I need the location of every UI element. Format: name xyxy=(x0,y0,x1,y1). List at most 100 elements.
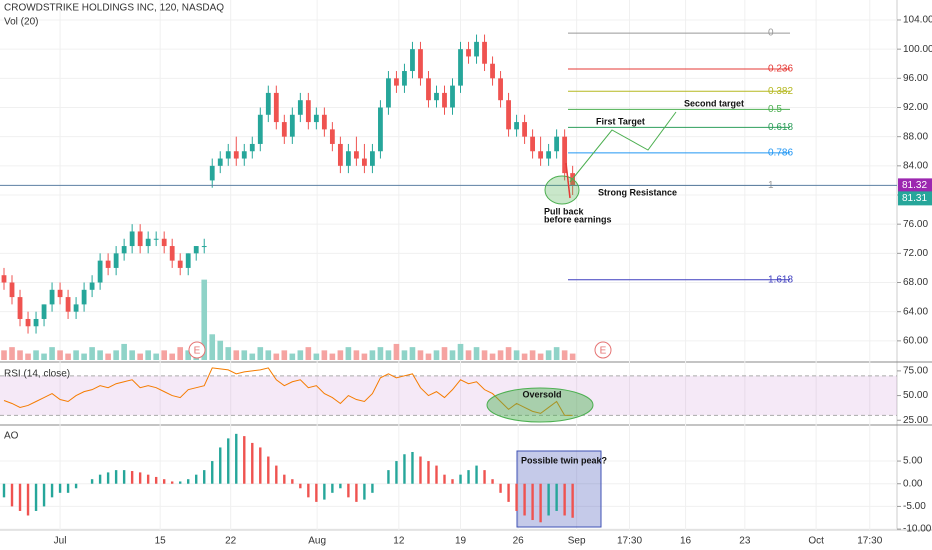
annotation: before earnings xyxy=(544,214,612,224)
volume-bar xyxy=(537,353,544,360)
candle-body xyxy=(418,49,423,79)
volume-bar xyxy=(281,350,288,360)
x-tick-label: Jul xyxy=(54,536,67,547)
candle-body xyxy=(233,151,239,159)
ao-bar xyxy=(114,470,118,484)
candle-body xyxy=(241,151,247,159)
y-tick-label: 60.00 xyxy=(903,335,928,346)
y-tick-label: -10.00 xyxy=(903,524,932,535)
candle-body xyxy=(426,78,431,101)
candle-body xyxy=(153,238,159,240)
x-tick-label: Aug xyxy=(308,536,326,547)
volume-bar xyxy=(161,350,167,360)
fib-label: 0.236 xyxy=(768,64,793,75)
ao-bar xyxy=(162,479,166,484)
y-tick-label: 88.00 xyxy=(903,131,928,142)
volume-bar xyxy=(457,343,464,360)
ao-bar xyxy=(90,479,94,484)
y-tick-label: 72.00 xyxy=(903,248,928,259)
annotation: First Target xyxy=(596,116,645,126)
ao-bar xyxy=(491,479,494,484)
volume-bar xyxy=(497,350,504,360)
volume-bar xyxy=(505,347,512,360)
candle-body xyxy=(169,246,175,261)
volume-bar xyxy=(89,347,95,360)
volume-bar xyxy=(169,353,175,360)
ao-bar xyxy=(203,470,206,484)
arrow xyxy=(565,162,571,199)
volume-bar xyxy=(105,353,111,360)
candle-body xyxy=(289,114,295,137)
x-tick-label: 23 xyxy=(739,536,751,547)
ao-bar xyxy=(26,483,30,516)
volume-bar xyxy=(441,347,448,360)
candle-body xyxy=(73,304,79,312)
volume-bar xyxy=(49,347,55,360)
candle-body xyxy=(538,151,544,159)
ao-bar xyxy=(499,483,502,493)
ao-bar xyxy=(50,483,54,498)
volume-bar xyxy=(121,343,127,360)
candle-body xyxy=(329,129,335,144)
volume-bar xyxy=(313,353,320,360)
ao-bar xyxy=(42,483,46,507)
ao-bar xyxy=(58,483,62,493)
y-tick-label: 96.00 xyxy=(903,73,928,84)
volume-bar xyxy=(17,350,23,360)
ao-bar xyxy=(130,471,134,484)
ao-bar xyxy=(66,483,70,493)
volume-bar xyxy=(41,353,47,360)
candle-body xyxy=(370,151,375,166)
candle-body xyxy=(257,114,263,144)
volume-bar xyxy=(305,347,312,360)
ao-bar xyxy=(571,483,574,518)
ao-bar xyxy=(523,483,526,516)
fib-label: 0.786 xyxy=(768,148,793,159)
ao-bar xyxy=(235,433,238,484)
x-tick-label: 17:30 xyxy=(617,536,642,547)
x-tick-label: 12 xyxy=(393,536,405,547)
oversold-ellipse xyxy=(486,387,594,423)
candle-body xyxy=(113,253,119,268)
candle-body xyxy=(554,136,560,152)
candle-body xyxy=(378,107,383,152)
fib-label: 1.618 xyxy=(768,274,793,285)
price-box xyxy=(898,178,932,193)
candle-body xyxy=(137,231,143,247)
candle-body xyxy=(9,282,15,298)
rsi-label: RSI (14, close) xyxy=(4,369,70,380)
candle-body xyxy=(474,41,479,57)
ao-bar xyxy=(507,483,510,502)
volume-bar xyxy=(241,350,248,360)
earnings-marker xyxy=(594,341,612,359)
volume-bar xyxy=(449,350,456,360)
volume-bar xyxy=(393,343,400,360)
candle-body xyxy=(121,246,127,254)
ao-bar xyxy=(211,461,214,484)
price-box-label: 81.32 xyxy=(902,180,927,191)
volume-label: Vol (20) xyxy=(4,17,38,28)
candle-body xyxy=(321,114,327,130)
candle-body xyxy=(105,260,111,268)
ao-bar xyxy=(275,465,278,484)
candle-body xyxy=(81,289,87,305)
candle-body xyxy=(466,49,471,57)
annotation: Pull back xyxy=(544,206,585,216)
ao-bar xyxy=(395,461,398,484)
ao-bar xyxy=(34,483,38,511)
ao-bar xyxy=(122,470,126,484)
volume-bar xyxy=(545,350,552,360)
ao-label: AO xyxy=(4,431,19,442)
volume-bar xyxy=(337,350,344,360)
candle-body xyxy=(434,92,439,101)
volume-bar xyxy=(257,347,264,360)
candle-body xyxy=(498,78,503,101)
ao-bar xyxy=(339,483,342,489)
ao-bar xyxy=(323,483,326,500)
fib-label: 0 xyxy=(768,28,774,39)
fib-label: 0.618 xyxy=(768,122,793,133)
annotation: Strong Resistance xyxy=(598,187,677,197)
volume-bar xyxy=(569,353,576,360)
ao-bar xyxy=(563,483,566,516)
